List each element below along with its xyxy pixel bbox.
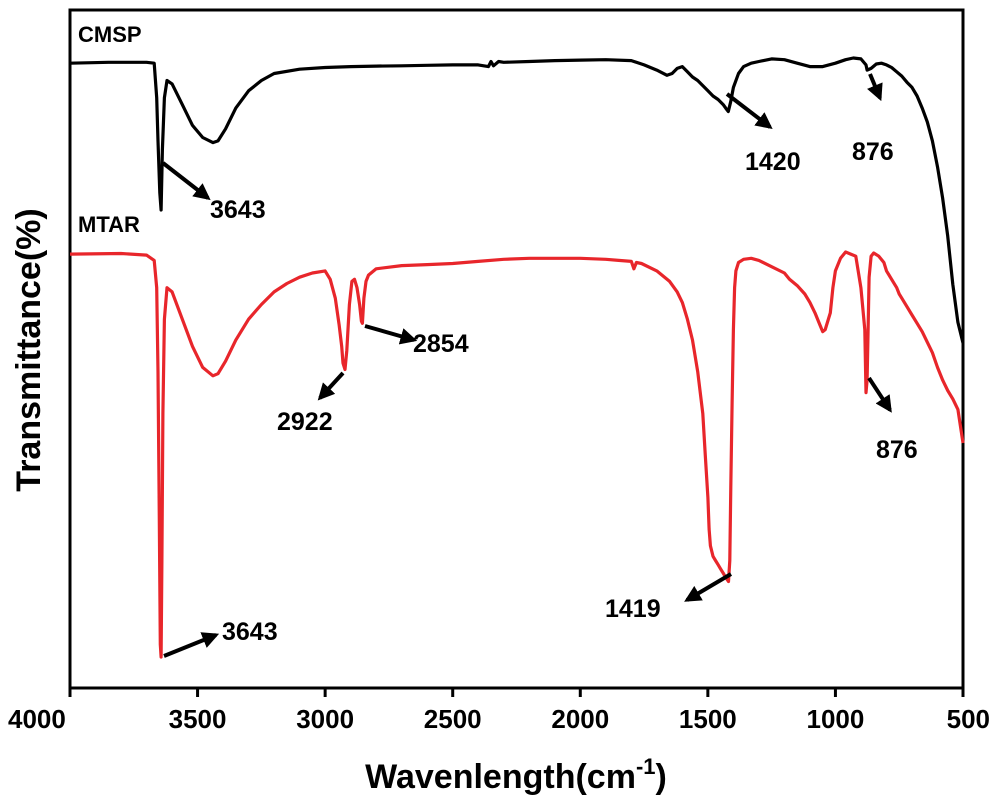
annotation-arrows: [161, 73, 892, 658]
series-line-cmsp: [69, 56, 965, 344]
annotation-arrow-3: [317, 371, 345, 401]
annotation-label-mtar-2922: 2922: [277, 408, 333, 436]
annotation-arrow-5: [867, 376, 892, 413]
annotation-label-mtar-876: 876: [876, 436, 918, 464]
annotation-arrow-4: [364, 324, 418, 345]
annotation-label-cmsp-3643: 3643: [210, 196, 266, 224]
x-axis: 4000 3500 3000 2500 2000 1500 1000 500: [8, 688, 990, 734]
x-tick-label-3500: 3500: [169, 704, 227, 734]
x-tick-label-1500: 1500: [679, 704, 737, 734]
series-label-cmsp: CMSP: [78, 22, 142, 47]
x-tick-label-1000: 1000: [807, 704, 865, 734]
x-axis-title: Wavenlength(cm-1): [365, 754, 667, 796]
x-tick-label-2500: 2500: [424, 704, 482, 734]
plot-frame: [68, 8, 965, 690]
y-axis-title: Transmittance(%): [10, 208, 48, 491]
annotation-arrow-1: [725, 92, 773, 130]
annotation-arrow-0: [161, 161, 211, 201]
x-tick-label-500: 500: [947, 704, 990, 734]
annotation-label-mtar-1419: 1419: [605, 595, 661, 623]
series-label-mtar: MTAR: [78, 212, 140, 237]
annotation-label-cmsp-1420: 1420: [745, 148, 801, 176]
x-tick-label-3000: 3000: [296, 704, 354, 734]
annotation-label-mtar-3643: 3643: [222, 618, 278, 646]
series-line-mtar: [69, 250, 965, 659]
annotation-label-cmsp-876: 876: [852, 138, 894, 166]
x-tick-label-4000: 4000: [8, 704, 66, 734]
annotation-arrow-2: [867, 73, 883, 102]
annotation-arrow-6: [684, 572, 733, 602]
series-layer: [69, 56, 965, 659]
annotation-arrow-7: [163, 632, 220, 658]
annotation-label-mtar-2854: 2854: [413, 330, 469, 358]
x-tick-label-2000: 2000: [551, 704, 609, 734]
